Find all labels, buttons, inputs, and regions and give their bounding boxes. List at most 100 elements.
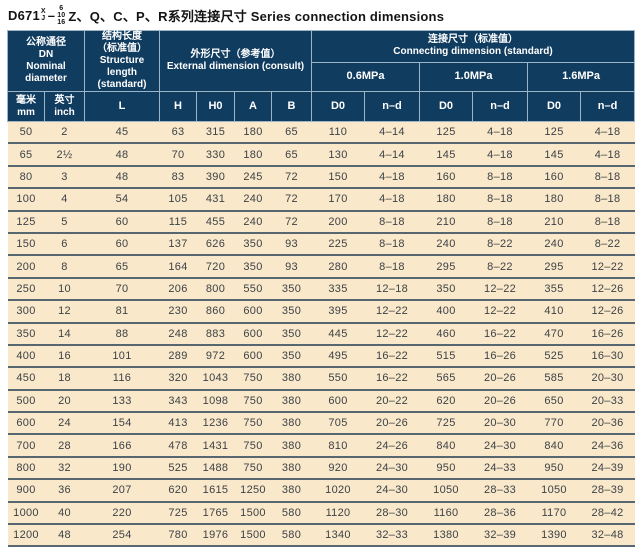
cell: 20–26 <box>472 389 528 414</box>
cell: 478 <box>159 434 197 458</box>
cell: 380 <box>271 434 312 458</box>
cell: 180 <box>527 188 581 212</box>
cell: 5 <box>44 210 85 234</box>
cell: 248 <box>159 322 197 346</box>
cell: 350 <box>7 322 45 346</box>
cell: 65 <box>271 143 312 167</box>
cell: 170 <box>311 188 365 212</box>
cell: 810 <box>311 434 365 458</box>
cell: 28–30 <box>364 501 420 526</box>
cell: 650 <box>527 389 581 414</box>
header-col-B: B <box>271 91 312 122</box>
cell: 230 <box>159 300 197 324</box>
cell: 20–26 <box>364 412 420 436</box>
cell: 725 <box>159 501 197 526</box>
cell: 50 <box>7 121 45 145</box>
cell: 65 <box>84 255 160 279</box>
cell: 280 <box>311 255 365 279</box>
header-col-H0: H0 <box>196 91 235 122</box>
cell: 105 <box>159 188 197 212</box>
cell: 1500 <box>234 524 272 548</box>
cell: 800 <box>7 456 45 481</box>
cell: 4–18 <box>364 165 420 190</box>
cell: 16–22 <box>364 367 420 391</box>
cell: 150 <box>7 232 45 257</box>
cell: 72 <box>271 188 312 212</box>
cell: 65 <box>7 143 45 167</box>
cell: 750 <box>234 434 272 458</box>
cell: 24–30 <box>364 479 420 503</box>
cell: 14 <box>44 322 85 346</box>
cell: 525 <box>527 344 581 369</box>
cell: 48 <box>44 524 85 548</box>
header-col-D0-1-6-label: D0 <box>546 100 562 112</box>
cell: 20–30 <box>580 367 635 391</box>
cell: 101 <box>84 344 160 369</box>
title-dash: – <box>47 7 56 23</box>
cell: 63 <box>159 121 197 145</box>
cell: 300 <box>7 300 45 324</box>
cell: 883 <box>196 322 235 346</box>
header-nominal-diameter-en1: Nominal <box>26 61 66 72</box>
cell: 413 <box>159 412 197 436</box>
cell: 840 <box>527 434 581 458</box>
cell: 60 <box>84 232 160 257</box>
cell: 750 <box>234 456 272 481</box>
table-row: 700 28 166 478 1431 750 380 810 24–26 840 24–30 840… <box>7 434 635 458</box>
cell: 8–18 <box>472 210 528 234</box>
cell: 116 <box>84 367 160 391</box>
header-pressure-1-0mpa-label: 1.0MPa <box>454 70 493 83</box>
cell: 48 <box>84 165 160 190</box>
cell: 166 <box>84 434 160 458</box>
cell: 585 <box>527 367 581 391</box>
cell: 16–26 <box>472 344 528 369</box>
cell: 1615 <box>196 479 235 503</box>
cell: 470 <box>527 322 581 346</box>
table-header: 公称通径 DN Nominal diameter 结构长度 （标准值） Stru… <box>7 30 636 122</box>
header-col-L-label: L <box>118 100 126 112</box>
cell: 8–18 <box>580 165 635 190</box>
header-external-dimension-zh: 外形尺寸（参考值） <box>190 49 281 60</box>
header-col-B-label: B <box>287 100 296 112</box>
cell: 725 <box>419 412 473 436</box>
cell: 600 <box>234 322 272 346</box>
cell: 4–18 <box>472 143 528 167</box>
cell: 1390 <box>527 524 581 548</box>
header-col-A-label: A <box>249 100 257 112</box>
cell: 350 <box>271 300 312 324</box>
cell: 515 <box>419 344 473 369</box>
cell: 200 <box>311 210 365 234</box>
cell: 40 <box>44 501 85 526</box>
cell: 145 <box>527 143 581 167</box>
cell: 65 <box>271 121 312 145</box>
cell: 600 <box>234 344 272 369</box>
cell: 32–33 <box>364 524 420 548</box>
cell: 972 <box>196 344 235 369</box>
table-row: 600 24 154 413 1236 750 380 705 20–26 725 20–30 770… <box>7 412 635 436</box>
cell: 600 <box>7 412 45 436</box>
cell: 350 <box>271 277 312 302</box>
cell: 350 <box>419 277 473 302</box>
cell: 295 <box>527 255 581 279</box>
cell: 565 <box>419 367 473 391</box>
header-structure-length: 结构长度 （标准值） Structure length (standard) <box>84 30 160 92</box>
cell: 12–22 <box>364 300 420 324</box>
cell: 600 <box>234 300 272 324</box>
cell: 80 <box>7 165 45 190</box>
header-pressure-1-0mpa: 1.0MPa <box>419 61 528 93</box>
header-col-inch-en: inch <box>54 106 75 118</box>
table-row: 1000 40 220 725 1765 1500 580 1120 28–30 1160 28–3… <box>7 501 635 526</box>
header-col-L: L <box>84 91 160 122</box>
cell: 150 <box>311 165 365 190</box>
cell: 720 <box>196 255 235 279</box>
cell: 16 <box>44 344 85 369</box>
header-col-D0-1-0-label: D0 <box>438 100 454 112</box>
title-model-sub: J <box>41 15 46 22</box>
cell: 4–18 <box>580 121 635 145</box>
cell: 154 <box>84 412 160 436</box>
cell: 1160 <box>419 501 473 526</box>
header-pressure-0-6mpa: 0.6MPa <box>311 61 420 93</box>
header-col-nd-1-6-label: n–d <box>597 100 618 112</box>
table-row: 450 18 116 320 1043 750 380 550 16–22 565 20–26 585… <box>7 367 635 391</box>
cell: 380 <box>271 412 312 436</box>
